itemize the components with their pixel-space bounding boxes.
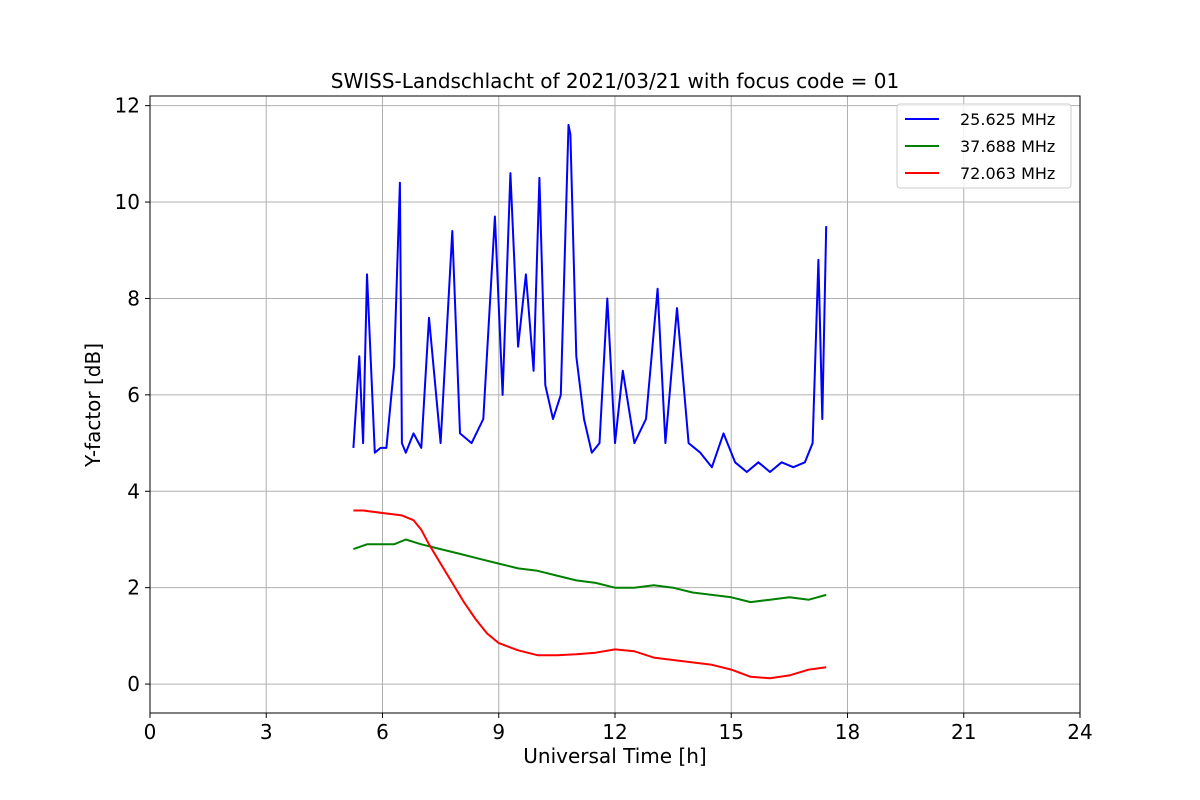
- x-tick-label: 15: [719, 720, 744, 744]
- x-tick-label: 12: [602, 720, 627, 744]
- plot-lines: [352, 123, 828, 680]
- legend-entry: 37.688 MHz: [960, 137, 1055, 156]
- y-tick-label: 6: [127, 383, 140, 407]
- series-line-2: [353, 538, 827, 604]
- x-tick-label: 18: [835, 720, 860, 744]
- y-tick-label: 12: [115, 94, 140, 118]
- legend: 25.625 MHz 37.688 MHz 72.063 MHz: [896, 103, 1072, 189]
- x-tick-label: 0: [144, 720, 157, 744]
- y-axis-label: Y-factor [dB]: [81, 343, 105, 468]
- legend-box: [896, 103, 1072, 189]
- series-line-3: [353, 509, 827, 680]
- y-tick-label: 8: [127, 286, 140, 310]
- chart-title: SWISS-Landschlacht of 2021/03/21 with fo…: [331, 69, 899, 93]
- y-tick-label: 2: [127, 576, 140, 600]
- y-tick-label: 10: [115, 190, 140, 214]
- x-tick-label: 6: [376, 720, 389, 744]
- x-axis-label: Universal Time [h]: [523, 744, 706, 768]
- y-tick-label: 4: [127, 479, 140, 503]
- series-line-1: [352, 123, 828, 473]
- x-tick-label: 21: [951, 720, 976, 744]
- x-tick-label: 24: [1067, 720, 1092, 744]
- x-tick-label: 9: [492, 720, 505, 744]
- legend-entry: 25.625 MHz: [960, 110, 1055, 129]
- legend-entry: 72.063 MHz: [960, 164, 1055, 183]
- x-tick-label: 3: [260, 720, 273, 744]
- y-tick-label: 0: [127, 672, 140, 696]
- y-ticks: 0 2 4 6 8 10 12: [115, 94, 150, 696]
- x-ticks: 0 3 6 9 12 15 18 21 24: [144, 713, 1093, 744]
